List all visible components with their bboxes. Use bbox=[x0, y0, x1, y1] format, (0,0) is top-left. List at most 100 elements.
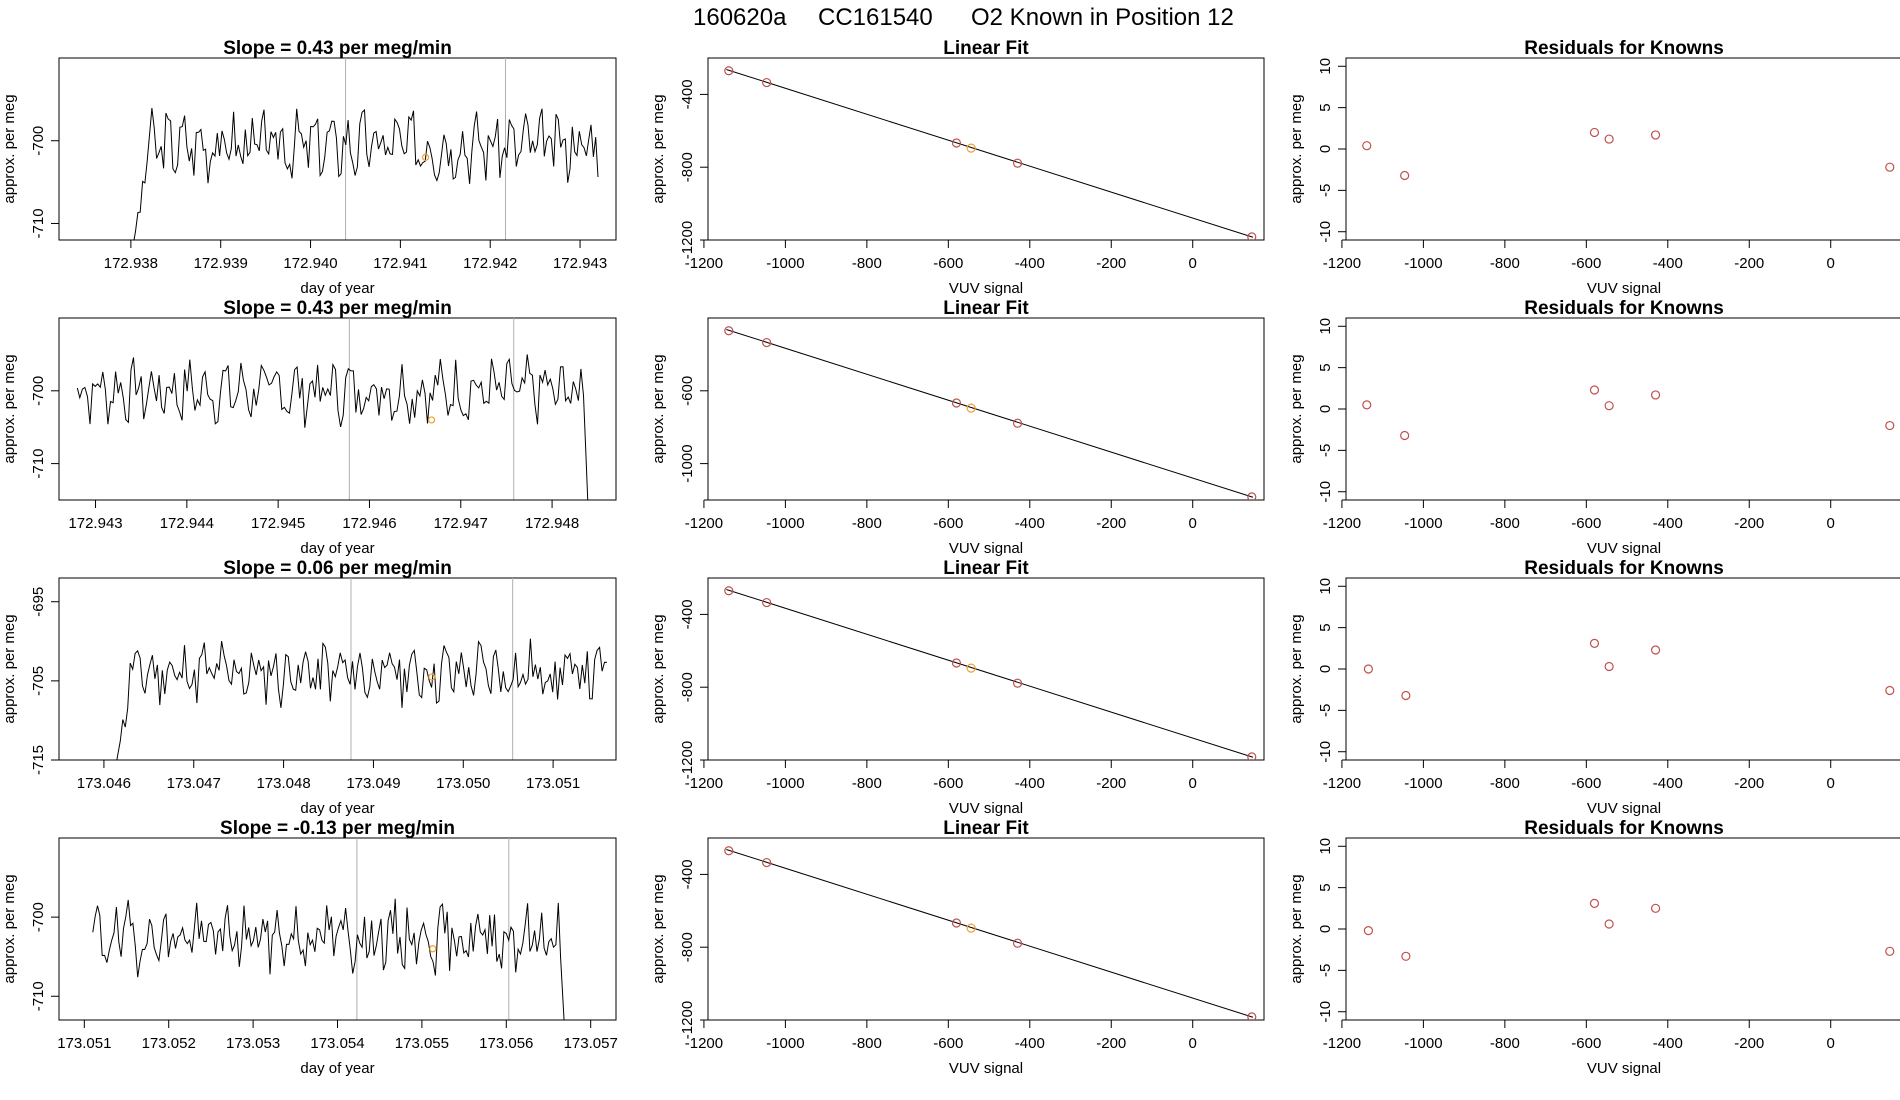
data-point bbox=[1400, 170, 1410, 181]
x-tick-label: 0 bbox=[1189, 775, 1197, 792]
x-tick-label: -1000 bbox=[1404, 255, 1442, 272]
x-tick-label: -200 bbox=[1734, 255, 1764, 272]
y-axis: 10 5 0 -5 -10 bbox=[1317, 318, 1347, 503]
y-tick-label: -700 bbox=[30, 376, 47, 406]
panel-2-3: Residuals for Knowns VUV signal approx. pe… bbox=[1288, 298, 1900, 557]
x-tick-label: -600 bbox=[933, 255, 963, 272]
known-marker bbox=[427, 416, 436, 424]
fit-line bbox=[726, 328, 1254, 498]
y-tick-label: 10 bbox=[1317, 838, 1334, 855]
panel-1-3: Residuals for Knowns VUV signal approx. pe… bbox=[1288, 38, 1900, 297]
panel-3-2: Linear Fit VUV signal approx. per meg -1200… bbox=[650, 558, 1265, 817]
x-axis: 173.051 173.052 173.053 173.054 173.055 173.0… bbox=[57, 1019, 618, 1052]
data-point bbox=[1604, 134, 1614, 144]
y-axis-label: approx. per meg bbox=[650, 94, 667, 203]
x-tick-label: -1200 bbox=[685, 1035, 723, 1052]
data-point bbox=[1604, 661, 1614, 672]
x-tick-label: -1200 bbox=[1323, 1035, 1361, 1052]
data-point bbox=[1247, 752, 1257, 760]
figure-title-label: O2 Known in Position 12 bbox=[971, 4, 1234, 31]
plot-area bbox=[92, 838, 565, 1020]
plot-frame bbox=[707, 577, 1265, 761]
x-tick-label: 172.947 bbox=[434, 515, 488, 532]
data-point bbox=[1650, 390, 1661, 400]
y-tick-label: -710 bbox=[30, 208, 47, 238]
y-tick-label: 10 bbox=[1317, 578, 1334, 595]
plot-frame bbox=[58, 837, 617, 1021]
panel-4-1: Slope = -0.13 per meg/min day of year appr… bbox=[1, 818, 618, 1077]
data-point bbox=[951, 658, 962, 668]
x-tick-label: 172.941 bbox=[373, 255, 427, 272]
y-tick-label: -10 bbox=[1317, 741, 1334, 763]
y-tick-label: -600 bbox=[679, 376, 696, 406]
plot-frame bbox=[707, 317, 1265, 501]
y-axis: -400 -800 -1200 bbox=[679, 79, 709, 259]
x-tick-label: 172.943 bbox=[553, 255, 607, 272]
x-tick-label: 173.056 bbox=[479, 1035, 533, 1052]
data-point bbox=[1363, 926, 1374, 936]
y-axis-label: approx. per meg bbox=[650, 354, 667, 463]
signal-line bbox=[116, 638, 608, 760]
y-tick-label: 10 bbox=[1317, 318, 1334, 335]
y-axis-label: approx. per meg bbox=[1288, 94, 1305, 203]
x-tick-label: -200 bbox=[1734, 775, 1764, 792]
x-tick-label: 173.053 bbox=[226, 1035, 280, 1052]
y-tick-label: -715 bbox=[30, 745, 47, 775]
data-point bbox=[1247, 1012, 1257, 1020]
x-tick-label: -200 bbox=[1096, 515, 1126, 532]
x-tick-label: -600 bbox=[933, 515, 963, 532]
data-point bbox=[1885, 685, 1895, 696]
known-marker bbox=[421, 153, 430, 161]
x-axis-label: VUV signal bbox=[1587, 280, 1661, 297]
data-point bbox=[1012, 938, 1023, 948]
known-marker bbox=[428, 673, 436, 681]
x-tick-label: -800 bbox=[1490, 1035, 1520, 1052]
x-tick-label: 0 bbox=[1189, 255, 1197, 272]
fit-line bbox=[726, 68, 1254, 238]
x-axis: 172.938 172.939 172.940 172.941 172.942 172.9… bbox=[104, 239, 607, 272]
data-point bbox=[724, 846, 734, 856]
y-tick-label: -1200 bbox=[679, 221, 696, 259]
y-axis-label: approx. per meg bbox=[1, 874, 18, 983]
x-tick-label: 172.942 bbox=[463, 255, 517, 272]
y-tick-label: 10 bbox=[1317, 58, 1334, 75]
data-point bbox=[1401, 690, 1411, 701]
data-point bbox=[1589, 127, 1600, 138]
y-tick-label: -695 bbox=[30, 587, 47, 617]
data-point bbox=[1362, 141, 1372, 151]
x-axis-label: VUV signal bbox=[949, 1060, 1023, 1077]
x-tick-label: 173.047 bbox=[167, 775, 221, 792]
plot-frame bbox=[1345, 577, 1900, 761]
data-point bbox=[1247, 492, 1257, 500]
plot-area bbox=[724, 846, 1257, 1020]
x-tick-label: 173.052 bbox=[142, 1035, 196, 1052]
y-tick-label: -700 bbox=[30, 126, 47, 156]
x-axis-label: day of year bbox=[300, 1060, 374, 1077]
y-axis-label: approx. per meg bbox=[1, 614, 18, 723]
y-tick-label: -400 bbox=[679, 599, 696, 629]
fit-line bbox=[726, 848, 1254, 1018]
known-marker bbox=[429, 945, 437, 953]
y-tick-label: -400 bbox=[679, 859, 696, 889]
data-point bbox=[1650, 903, 1661, 913]
y-axis: -600 -1000 bbox=[679, 376, 709, 483]
x-tick-label: -200 bbox=[1734, 515, 1764, 532]
data-point bbox=[1589, 385, 1600, 395]
x-tick-label: -400 bbox=[1653, 1035, 1683, 1052]
y-tick-label: -800 bbox=[679, 932, 696, 962]
x-tick-label: -400 bbox=[1653, 515, 1683, 532]
x-tick-label: -200 bbox=[1734, 1035, 1764, 1052]
panel-title: Residuals for Knowns bbox=[1524, 298, 1724, 319]
data-point bbox=[762, 857, 772, 868]
y-tick-label: -710 bbox=[30, 981, 47, 1011]
x-tick-label: -1000 bbox=[766, 515, 804, 532]
data-point bbox=[951, 138, 962, 148]
plot-area bbox=[1362, 385, 1895, 441]
y-axis: 10 5 0 -5 -10 bbox=[1317, 578, 1347, 763]
panel-1-2: Linear Fit VUV signal approx. per meg -1200… bbox=[650, 38, 1265, 297]
x-tick-label: 173.057 bbox=[564, 1035, 618, 1052]
x-tick-label: -800 bbox=[852, 775, 882, 792]
plot-area bbox=[724, 66, 1257, 240]
panel-1-1: Slope = 0.43 per meg/min day of year appro… bbox=[1, 38, 617, 297]
data-point bbox=[1012, 418, 1023, 428]
